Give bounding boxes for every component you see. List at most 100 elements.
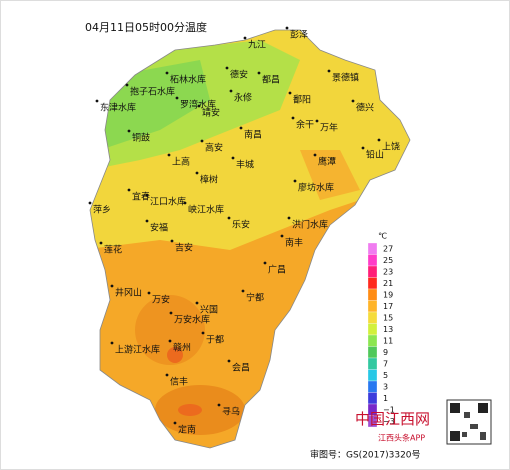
legend-swatch [367,277,378,290]
place-label: 鄱阳 [293,95,311,106]
place-dot [169,311,173,315]
legend-swatch [367,254,378,267]
place-label: 东津水库 [100,102,136,114]
place-dot [165,71,169,75]
place-dot [200,139,204,143]
place-dot [127,129,131,133]
place-label: 廖坊水库 [298,182,334,194]
legend-swatch [367,346,378,359]
watermark-brand: 中国江西网 [355,410,430,428]
legend-swatch [367,415,378,428]
place-dot [168,339,172,343]
place-dot [170,239,174,243]
place-dot [173,421,177,425]
place-dot [95,99,99,103]
place-label: 洪门水库 [292,219,328,231]
place-label: 抱子石水库 [130,86,175,98]
watermark-app: 江西头条APP [378,433,425,443]
legend-label: 7 [383,360,388,369]
place-label: 南丰 [285,237,303,249]
place-dot [195,171,199,175]
approval-number: 审图号：GS(2017)3320号 [310,449,421,461]
place-dot [127,188,131,192]
place-label: 定南 [178,424,196,436]
place-label: 安福 [150,222,168,234]
place-label: 德兴 [356,102,374,114]
place-label: 余干 [296,119,314,131]
place-label: 樟树 [200,174,218,186]
province-border [89,29,411,449]
place-label: 靖安 [202,107,220,119]
legend-label: −1 [383,406,395,415]
legend-label: 3 [383,383,388,392]
place-label: 都昌 [262,75,280,86]
place-dot [125,83,129,87]
place-label: 丰城 [236,159,254,171]
place-dot [165,373,169,377]
legend-swatch [367,334,378,347]
place-label: 铅山 [366,149,384,161]
place-label: 宜春 [132,191,150,203]
place-label: 罗湾水库 [180,99,216,111]
legend-swatch [367,392,378,405]
place-dot [361,146,365,150]
legend-label: −3 [383,417,395,426]
place-dot [197,104,201,108]
place-dot [225,66,229,70]
legend-label: 13 [383,325,393,334]
place-label: 兴国 [200,305,218,316]
legend-swatch [367,323,378,336]
place-label: 江口水库 [150,196,186,208]
legend-swatch [367,369,378,382]
place-dot [145,193,149,197]
place-dot [377,138,381,142]
place-dot [110,284,114,288]
legend-swatch [367,300,378,313]
legend: ℃ 27 25 23 21 19 17 15 13 11 9 7 5 3 1 −1 −3 [367,232,395,428]
place-dot [227,359,231,363]
legend-swatch [367,242,378,255]
legend-label: 19 [383,291,393,300]
place-dot [280,234,284,238]
legend-label: 5 [383,371,388,380]
place-label: 信丰 [170,376,188,388]
place-label: 彭泽 [290,29,308,41]
place-label: 鹰潭 [318,156,336,168]
legend-swatch [367,380,378,393]
map-title: 04月11日05时00分温度 [85,20,207,34]
place-dot [231,156,235,160]
place-label: 峡江水库 [188,204,224,216]
place-dot [145,219,149,223]
place-label: 柘林水库 [170,74,206,86]
place-label: 上游江水库 [115,344,160,356]
place-label: 万安 [152,294,170,306]
place-dot [243,36,247,40]
place-label: 会昌 [232,362,250,374]
place-dot [201,331,205,335]
legend-unit: ℃ [378,232,387,241]
place-dot [263,261,267,265]
place-dot [167,153,171,157]
place-label: 于都 [206,335,224,346]
place-label: 萍乡 [93,205,111,216]
place-label: 井冈山 [115,287,142,299]
legend-swatch [367,265,378,278]
place-label: 铜鼓 [132,132,150,144]
place-label: 寻乌 [222,406,240,418]
qr-code [446,399,492,445]
place-label: 九江 [248,40,266,51]
place-label: 广昌 [268,264,286,276]
legend-label: 23 [383,268,393,277]
place-label: 万安水库 [174,314,210,326]
place-dot [351,99,355,103]
place-label: 景德镇 [332,72,359,84]
legend-label: 15 [383,314,393,323]
place-label: 上饶 [382,141,400,153]
place-label: 上高 [172,156,190,168]
place-dot [195,301,199,305]
place-dot [291,116,295,120]
place-dot [175,96,179,100]
legend-swatch [367,357,378,370]
